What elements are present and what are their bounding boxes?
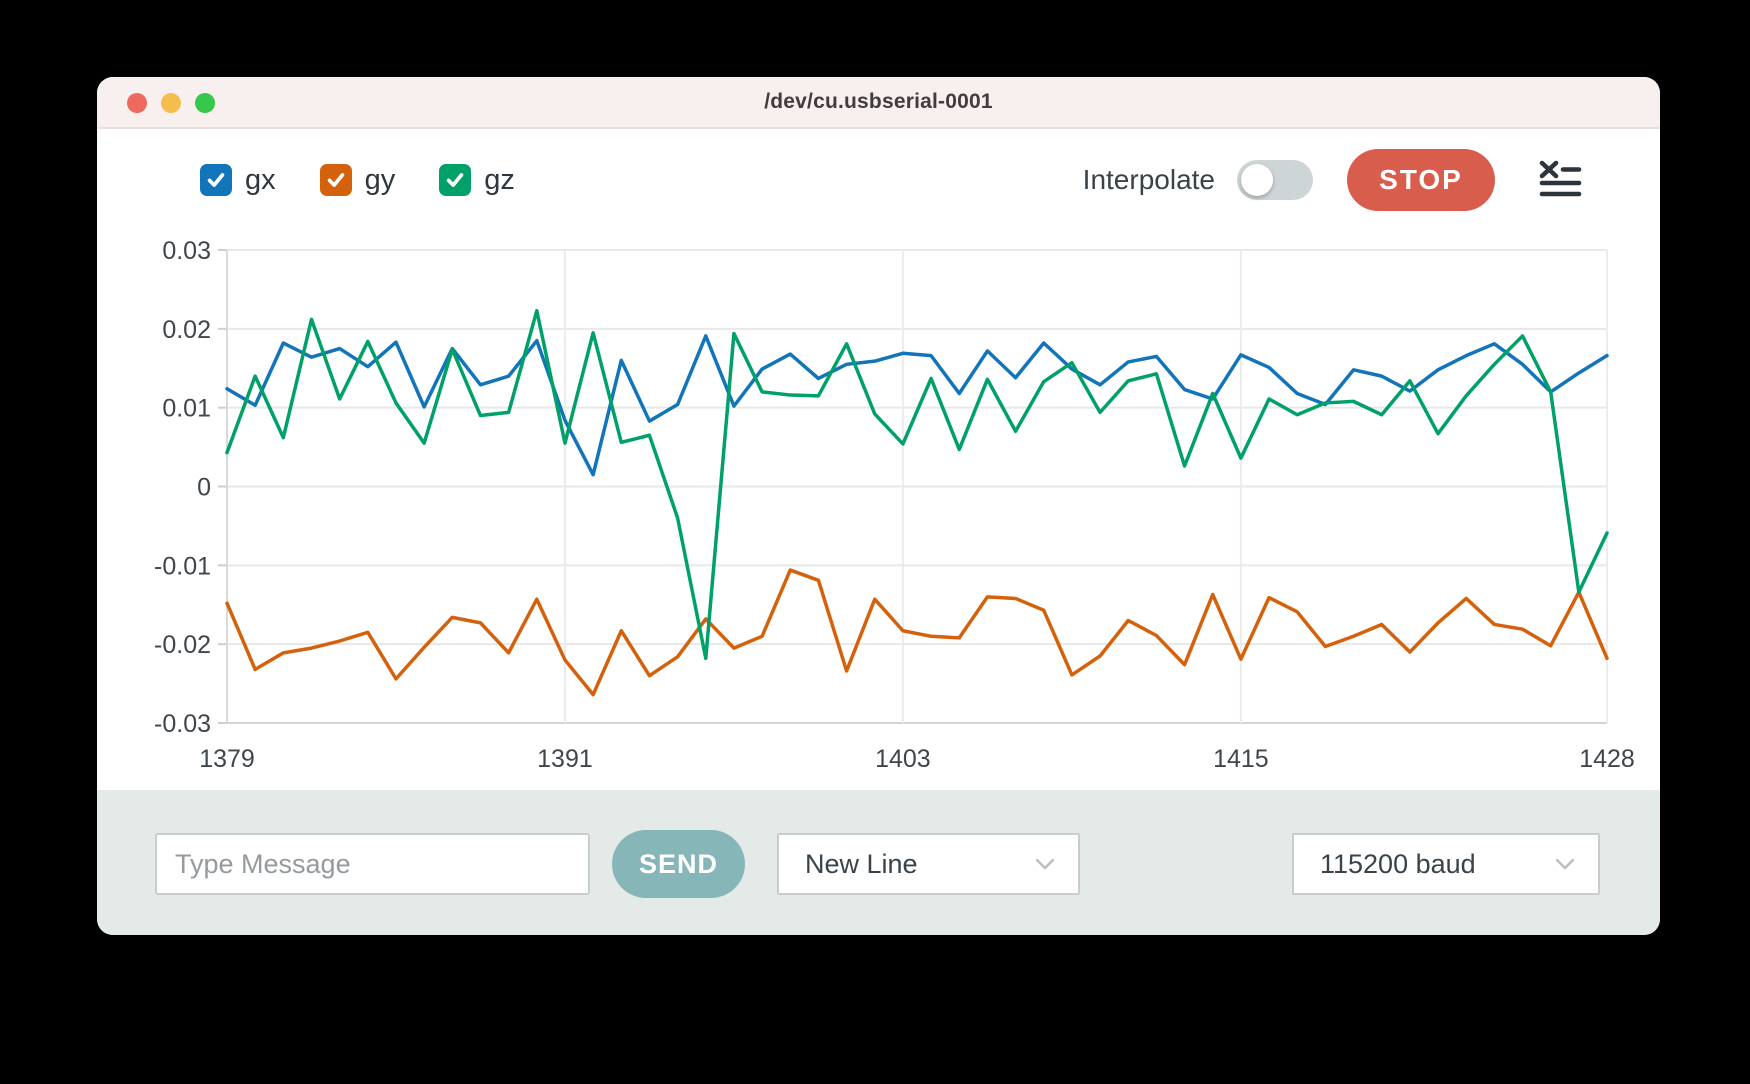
controls-row: gx gy gz Interpolate xyxy=(97,148,1660,212)
chart-ytick-label: 0.03 xyxy=(162,237,211,265)
chart-xtick-label: 1391 xyxy=(537,745,593,773)
chart-legend: gx gy gz xyxy=(200,164,515,197)
baud-rate-value: 115200 baud xyxy=(1320,848,1476,879)
chart-series-gx xyxy=(225,334,1609,477)
chart-xtick-label: 1428 xyxy=(1579,745,1635,773)
checkbox-gy[interactable] xyxy=(319,164,352,196)
chart-xtick-label: 1403 xyxy=(875,745,931,773)
chart-ytick-label: 0.02 xyxy=(162,316,211,344)
chevron-down-icon xyxy=(1556,858,1574,870)
interpolate-label: Interpolate xyxy=(1082,164,1215,195)
chart-xtick-label: 1415 xyxy=(1213,745,1269,773)
message-input[interactable] xyxy=(155,833,590,895)
chart-ytick-label: 0.01 xyxy=(162,395,211,423)
checkbox-gz[interactable] xyxy=(439,164,472,196)
interpolate-toggle[interactable] xyxy=(1237,160,1313,200)
window-title: /dev/cu.usbserial-0001 xyxy=(764,90,993,113)
chart-ytick-label: -0.01 xyxy=(154,552,211,580)
send-button[interactable]: SEND xyxy=(612,830,745,898)
check-icon xyxy=(447,173,464,187)
legend-item-gz[interactable]: gz xyxy=(439,164,515,197)
legend-label-gy: gy xyxy=(364,163,396,196)
chevron-down-icon xyxy=(1036,858,1054,870)
toggle-knob xyxy=(1241,164,1273,196)
stop-button[interactable]: STOP xyxy=(1347,149,1495,211)
chart-series-gz xyxy=(225,308,1609,661)
legend-item-gy[interactable]: gy xyxy=(319,163,396,197)
close-button[interactable] xyxy=(127,93,147,113)
clear-console-button[interactable] xyxy=(1537,159,1583,201)
legend-item-gx[interactable]: gx xyxy=(200,164,276,197)
legend-label-gz: gz xyxy=(484,163,515,196)
app-window: /dev/cu.usbserial-0001 gx gy xyxy=(97,77,1660,935)
baud-rate-select[interactable]: 115200 baud xyxy=(1292,833,1600,895)
clear-console-icon xyxy=(1539,160,1582,196)
chart-series-gy xyxy=(225,568,1609,697)
check-icon xyxy=(327,173,344,187)
right-controls: Interpolate STOP xyxy=(1083,149,1583,211)
line-ending-select[interactable]: New Line xyxy=(777,833,1080,895)
check-icon xyxy=(207,173,225,187)
chart-ytick-label: -0.02 xyxy=(154,631,211,659)
minimize-button[interactable] xyxy=(161,93,181,113)
bottom-bar: SEND New Line 115200 baud xyxy=(97,790,1660,935)
legend-label-gx: gx xyxy=(245,163,276,196)
line-ending-value: New Line xyxy=(805,848,918,879)
chart-plot: 0.03 0.02 0.01 0 -0.01 -0.02 -0.03 1379 1391 1403… xyxy=(154,237,1635,773)
checkbox-gx[interactable] xyxy=(200,164,232,196)
zoom-button[interactable] xyxy=(195,93,215,113)
chart-xtick-label: 1379 xyxy=(199,745,255,773)
traffic-lights xyxy=(127,77,215,129)
chart-ytick-label: -0.03 xyxy=(154,710,211,738)
titlebar: /dev/cu.usbserial-0001 xyxy=(97,77,1660,129)
chart-ytick-label: 0 xyxy=(197,474,211,502)
